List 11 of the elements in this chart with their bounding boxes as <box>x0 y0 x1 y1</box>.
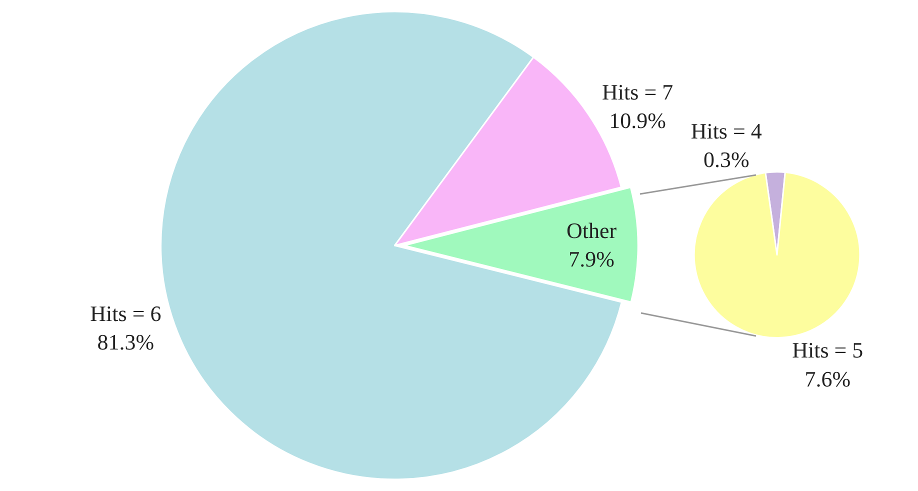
data-label: 0.3% <box>703 146 750 172</box>
slice-label: Hits = 4 <box>690 118 762 144</box>
data-label: 81.3% <box>97 330 154 355</box>
data-label: 7.9% <box>568 246 614 272</box>
pie-slice <box>693 172 861 338</box>
data-label: 7.6% <box>804 366 851 392</box>
slice-label: Other <box>566 218 618 243</box>
slice-label: Hits = 5 <box>792 338 864 363</box>
data-label: 10.9% <box>609 108 666 134</box>
slice-label: Hits = 6 <box>90 301 162 326</box>
slice-label: Hits = 7 <box>602 79 674 104</box>
